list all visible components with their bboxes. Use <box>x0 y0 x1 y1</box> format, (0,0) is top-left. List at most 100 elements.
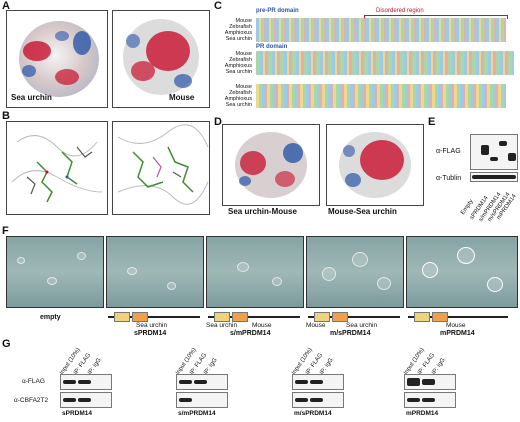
construct-bar <box>408 316 508 318</box>
pre-pr-box <box>414 312 430 322</box>
seq-block-2 <box>256 51 514 75</box>
band <box>78 380 91 384</box>
species-label-11: Amphioxus <box>224 96 252 102</box>
g-row-flag: α-FLAG <box>22 378 45 385</box>
band <box>194 380 207 384</box>
e-band-2 <box>490 157 498 161</box>
f-construct-empty: empty <box>40 314 61 321</box>
species-label-9: Mouse <box>235 84 252 90</box>
g-cbfa-blot <box>292 392 344 408</box>
f-ms-part-1: Mouse <box>306 322 326 329</box>
band <box>78 398 91 402</box>
band <box>295 398 308 402</box>
species-label-10: Zebrafish <box>229 90 252 96</box>
sea-urchin-surface-image <box>19 21 99 97</box>
species-label-7: Amphioxus <box>224 63 252 69</box>
cell <box>167 282 176 290</box>
g-blot-name: sPRDM14 <box>62 410 92 417</box>
cell <box>47 277 57 285</box>
g-group-3: Input (10%) IP: FLAG IP: IgG m/sPRDM14 <box>291 340 392 422</box>
g-blot-name: s/mPRDM14 <box>178 410 216 417</box>
disordered-bracket <box>364 15 508 19</box>
e-flag-blot <box>470 134 518 170</box>
band <box>63 398 76 402</box>
pre-pr-box <box>214 312 230 322</box>
band <box>310 398 323 402</box>
g-cbfa-blot <box>60 392 112 408</box>
panel-d-left-caption: Sea urchin-Mouse <box>228 207 297 216</box>
g-group-4: Input (10%) IP: FLAG IP: IgG mPRDM14 <box>403 340 514 422</box>
panel-d-right-caption: Mouse-Sea urchin <box>328 207 397 216</box>
cell <box>272 277 282 286</box>
panel-a-label: A <box>2 0 10 12</box>
band <box>422 379 435 385</box>
g-flag-blot <box>404 374 456 390</box>
cell <box>422 262 438 278</box>
band <box>63 380 76 384</box>
chimera-mouse-su-surface <box>339 132 411 198</box>
e-band-4 <box>508 153 516 161</box>
cell <box>77 252 86 260</box>
f-m-part: Mouse <box>446 322 466 329</box>
band <box>310 380 323 384</box>
band <box>422 398 435 402</box>
pr-box <box>432 312 448 322</box>
f-construct-diagram-m <box>408 312 514 332</box>
g-cbfa-blot <box>176 392 228 408</box>
species-label-1: Mouse <box>235 18 252 24</box>
f-image-ms <box>306 236 404 308</box>
cell <box>127 267 137 275</box>
pre-pr-title: pre-PR domain <box>256 8 299 14</box>
g-row-cbfa: α-CBFA2T2 <box>14 397 49 404</box>
f-s-part: Sea urchin <box>136 322 168 329</box>
pre-pr-box <box>314 312 330 322</box>
g-flag-blot <box>292 374 344 390</box>
g-group-1: Input (10%) IP: FLAG IP: IgG sPRDM14 <box>59 340 160 422</box>
pre-pr-box <box>114 312 130 322</box>
g-group-2: Input (10%) IP: FLAG IP: IgG s/mPRDM14 <box>175 340 276 422</box>
construct-bar <box>108 316 200 318</box>
panel-f-label: F <box>2 225 9 237</box>
panel-g-label: G <box>2 338 11 350</box>
f-construct-sm: s/mPRDM14 <box>230 330 271 337</box>
species-label-6: Zebrafish <box>229 57 252 63</box>
f-construct-diagram-sm <box>208 312 304 332</box>
f-image-sm <box>206 236 304 308</box>
band <box>179 398 192 402</box>
panel-a-left-box: Sea urchin <box>6 10 108 108</box>
panel-a-right-box: Mouse <box>112 10 210 108</box>
pr-box <box>132 312 148 322</box>
band <box>179 380 192 384</box>
panel-a-right-caption: Mouse <box>169 93 195 102</box>
pr-domain-title: PR domain <box>256 44 288 50</box>
species-label-5: Mouse <box>235 51 252 57</box>
panel-e-label: E <box>428 116 436 128</box>
cell <box>237 262 249 272</box>
e-band-3 <box>499 141 507 146</box>
g-flag-blot <box>60 374 112 390</box>
f-construct-m: mPRDM14 <box>440 330 475 337</box>
f-construct-s: sPRDM14 <box>134 330 167 337</box>
g-flag-blot <box>176 374 228 390</box>
sea-urchin-stick-structure <box>11 135 103 203</box>
f-construct-diagram-ms <box>308 312 404 332</box>
cell <box>352 252 368 267</box>
seq-block-1 <box>256 18 506 42</box>
f-ms-part-2: Sea urchin <box>346 322 378 329</box>
band <box>407 378 420 386</box>
panel-a-left-caption: Sea urchin <box>11 93 52 102</box>
f-construct-ms: m/sPRDM14 <box>330 330 371 337</box>
e-band-1 <box>481 145 489 155</box>
mouse-stick-structure <box>117 124 209 205</box>
f-image-s <box>106 236 204 308</box>
species-label-4: Sea urchin <box>225 36 252 42</box>
species-label-2: Zebrafish <box>229 24 252 30</box>
construct-bar <box>308 316 400 318</box>
panel-b-right-box <box>112 121 210 215</box>
e-tubulin-blot <box>470 172 518 182</box>
e-row-flag: α-FLAG <box>436 148 461 155</box>
band <box>407 398 420 402</box>
f-construct-diagram-s <box>108 312 204 332</box>
mouse-surface-image <box>123 19 199 95</box>
e-tubulin-band <box>472 175 516 179</box>
